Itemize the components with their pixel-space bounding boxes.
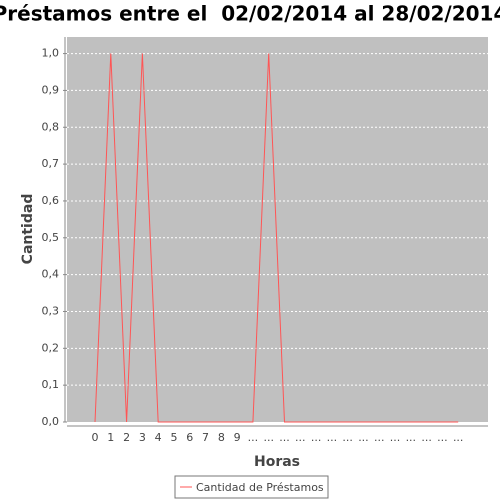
y-tick-label: 1,0	[42, 47, 60, 60]
x-tick-label: ...	[263, 431, 274, 444]
x-axis-label: Horas	[254, 454, 300, 470]
x-tick-label: ...	[327, 431, 338, 444]
x-tick-label: 3	[139, 431, 146, 444]
y-tick-label: 0,2	[42, 341, 60, 354]
y-tick-label: 0,0	[42, 415, 60, 428]
y-tick-label: 0,1	[42, 378, 60, 391]
y-tick-label: 0,9	[42, 83, 60, 96]
x-tick-label: 1	[107, 431, 114, 444]
x-tick-label: ...	[453, 431, 464, 444]
x-tick-label: ...	[342, 431, 353, 444]
x-tick-label: 2	[123, 431, 130, 444]
x-tick-label: ...	[421, 431, 432, 444]
x-tick-label: ...	[248, 431, 259, 444]
x-tick-label: ...	[279, 431, 290, 444]
x-tick-label: 6	[186, 431, 193, 444]
x-tick-label: ...	[437, 431, 448, 444]
x-tick-label: ...	[295, 431, 306, 444]
legend	[174, 475, 329, 499]
x-tick-label: ...	[374, 431, 385, 444]
plot-area	[67, 37, 488, 422]
y-tick-label: 0,8	[42, 120, 60, 133]
x-tick-label: 9	[234, 431, 241, 444]
x-tick-label: 4	[155, 431, 162, 444]
y-tick-label: 0,3	[42, 304, 60, 317]
x-tick-label: 8	[218, 431, 225, 444]
x-tick-label: ...	[390, 431, 401, 444]
legend-label: Cantidad de Préstamos	[196, 481, 324, 494]
y-axis-label: Cantidad	[20, 194, 36, 265]
y-tick-label: 0,6	[42, 194, 60, 207]
x-tick-label: ...	[406, 431, 417, 444]
y-tick-label: 0,5	[42, 231, 60, 244]
x-tick-label: ...	[311, 431, 322, 444]
x-tick-label: 0	[92, 431, 99, 444]
x-tick-label: ...	[358, 431, 369, 444]
x-tick-label: 7	[202, 431, 209, 444]
y-tick-label: 0,7	[42, 157, 60, 170]
y-tick-label: 0,4	[42, 268, 60, 281]
line	[94, 53, 459, 423]
x-tick-label: 5	[170, 431, 177, 444]
chart-title: Préstamos entre el 02/02/2014 al 28/02/2…	[0, 2, 500, 26]
